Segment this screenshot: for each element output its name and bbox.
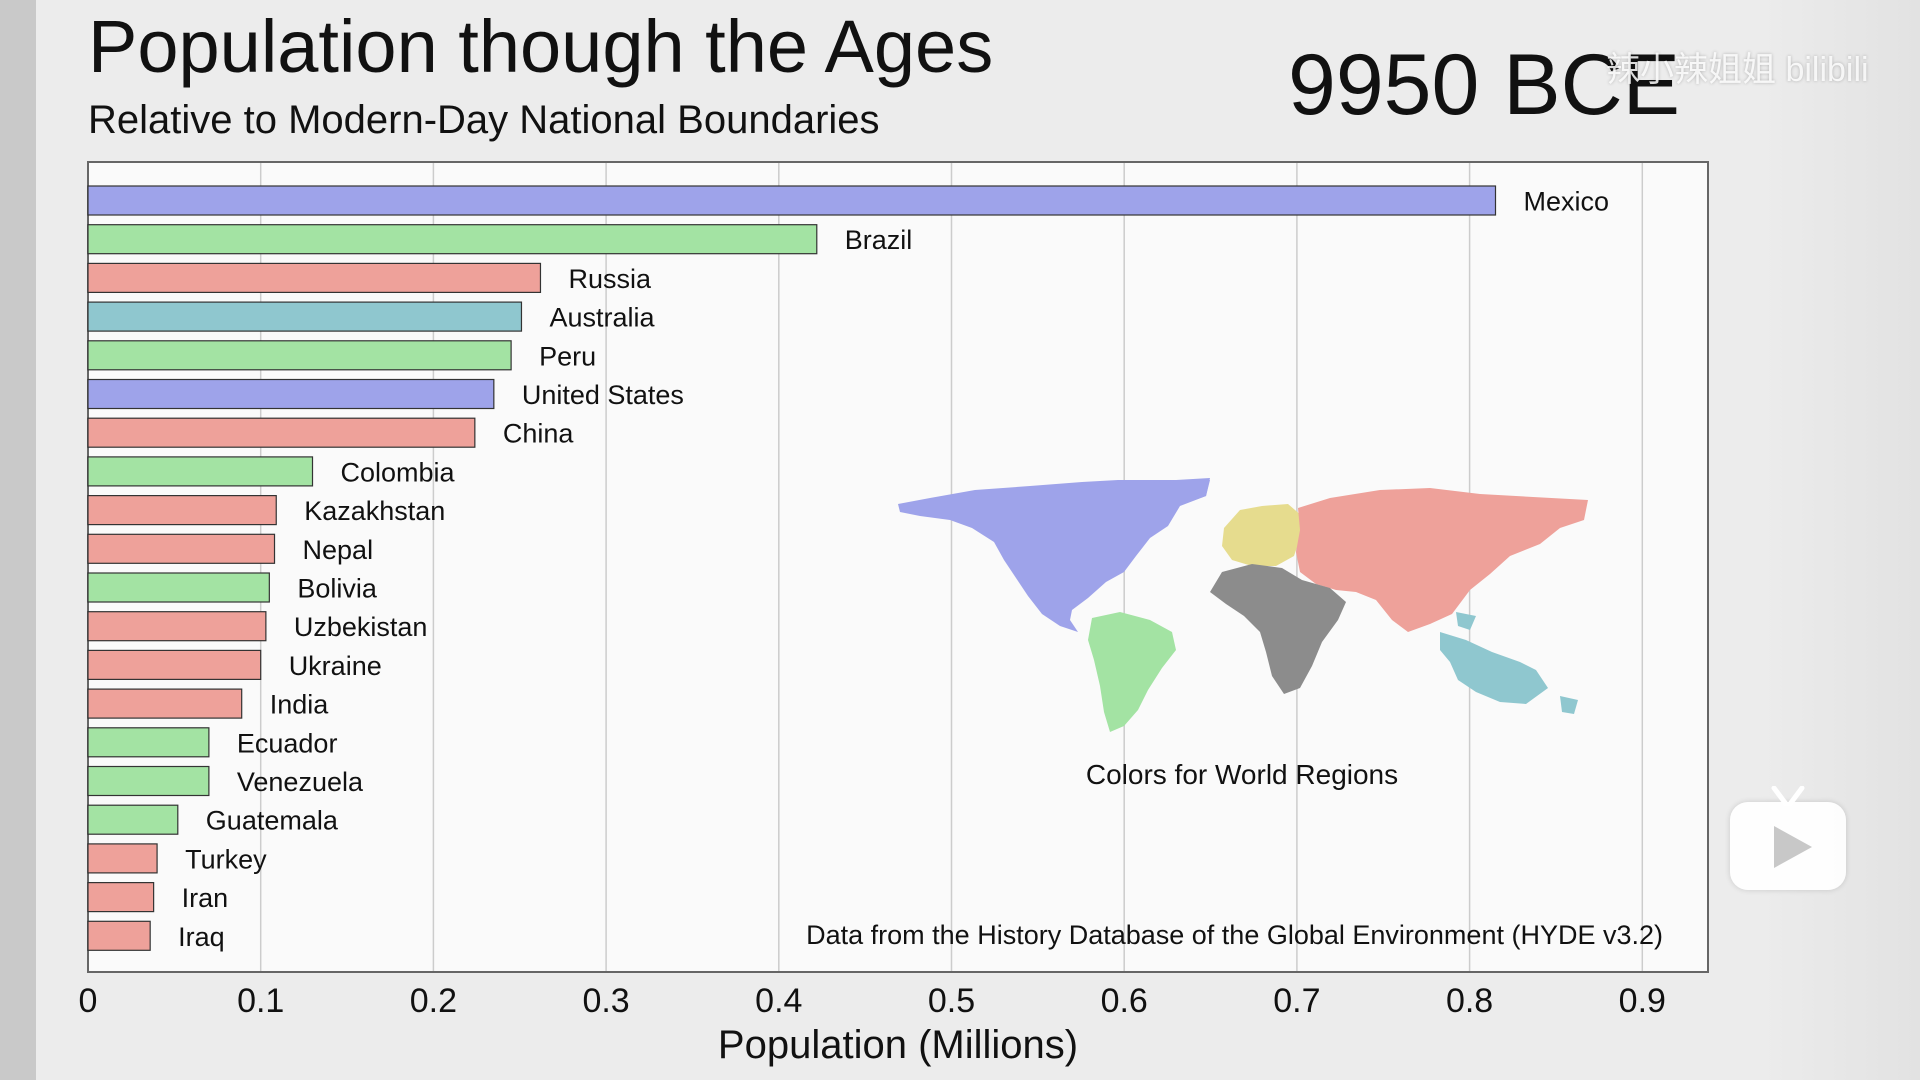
legend-caption: Colors for World Regions	[1086, 759, 1398, 790]
x-tick-label: 0.8	[1446, 982, 1493, 1020]
x-tick-label: 0	[79, 982, 98, 1020]
bar	[87, 262, 542, 293]
year-counter: 9950 BCE	[1288, 37, 1681, 133]
x-tick-label: 0.6	[1101, 982, 1148, 1020]
bar	[87, 495, 277, 526]
bar	[87, 881, 155, 913]
bar	[87, 378, 495, 410]
bar	[87, 649, 262, 681]
tv-ears-icon	[1771, 786, 1805, 806]
bar	[87, 340, 512, 371]
bar-label: Kazakhstan	[304, 496, 445, 526]
bar-label: Bolivia	[297, 574, 378, 604]
bar-label: Iran	[182, 883, 229, 913]
bar	[87, 727, 210, 758]
north-america-region	[898, 480, 1210, 632]
x-tick-label: 0.3	[582, 982, 629, 1020]
bar-label: Peru	[539, 341, 596, 371]
oceania-region	[1440, 632, 1548, 704]
bar-label: United States	[522, 380, 684, 410]
bar-label: Colombia	[341, 457, 456, 487]
play-icon	[1774, 826, 1812, 868]
bar	[87, 533, 276, 564]
asia-region	[1296, 488, 1588, 632]
bar	[87, 417, 476, 448]
x-axis-ticks: 0 0.1 0.2 0.3 0.4 0.5 0.6 0.7 0.8 0.9	[79, 982, 1666, 1020]
world-regions-map	[898, 478, 1588, 732]
bar-label: Ukraine	[289, 651, 382, 681]
greenland-region	[1140, 478, 1210, 506]
bar-label: China	[503, 419, 575, 449]
bar-label: Turkey	[185, 844, 267, 874]
bilibili-watermark: 辣小辣姐姐 bilibili	[1606, 51, 1869, 89]
chart-subtitle: Relative to Modern-Day National Boundari…	[88, 98, 880, 142]
left-edge-strip	[0, 0, 36, 1080]
bar-label: Venezuela	[237, 767, 364, 797]
bar	[87, 688, 243, 719]
bar-label: Ecuador	[237, 728, 338, 758]
oceania-islands	[1456, 612, 1578, 714]
bar	[87, 301, 523, 332]
x-axis-label: Population (Millions)	[718, 1023, 1078, 1067]
bar-label: Nepal	[303, 535, 374, 565]
bar	[87, 572, 270, 603]
bar-label: India	[270, 690, 330, 720]
bar	[87, 456, 314, 487]
bar	[87, 185, 1497, 216]
bars: Mexico Brazil Russia Australia Peru United St…	[87, 185, 1610, 952]
x-tick-label: 0.2	[410, 982, 457, 1020]
bar	[87, 804, 179, 835]
bar-label: Russia	[568, 264, 652, 294]
bar-label: Mexico	[1524, 187, 1610, 217]
x-tick-label: 0.1	[237, 982, 284, 1020]
bar	[87, 224, 818, 255]
bar-label: Australia	[549, 303, 655, 333]
bar-label: Uzbekistan	[294, 612, 428, 642]
chart-title: Population though the Ages	[88, 5, 994, 88]
x-tick-label: 0.9	[1619, 982, 1666, 1020]
africa-region	[1210, 564, 1346, 694]
bar-label: Guatemala	[206, 806, 339, 836]
bar	[87, 611, 267, 642]
south-america-region	[1088, 612, 1176, 732]
right-edge-fade	[1760, 0, 1920, 1080]
bar	[87, 765, 210, 797]
bar	[87, 843, 158, 874]
play-button[interactable]	[1730, 786, 1846, 890]
bar	[87, 920, 151, 951]
x-tick-label: 0.4	[755, 982, 802, 1020]
bar-label: Brazil	[845, 225, 913, 255]
gridlines	[259, 163, 1644, 971]
source-note: Data from the History Database of the Gl…	[806, 920, 1663, 950]
x-tick-label: 0.7	[1273, 982, 1320, 1020]
europe-region	[1222, 504, 1302, 566]
bar-label: Iraq	[178, 922, 225, 952]
x-tick-label: 0.5	[928, 982, 975, 1020]
